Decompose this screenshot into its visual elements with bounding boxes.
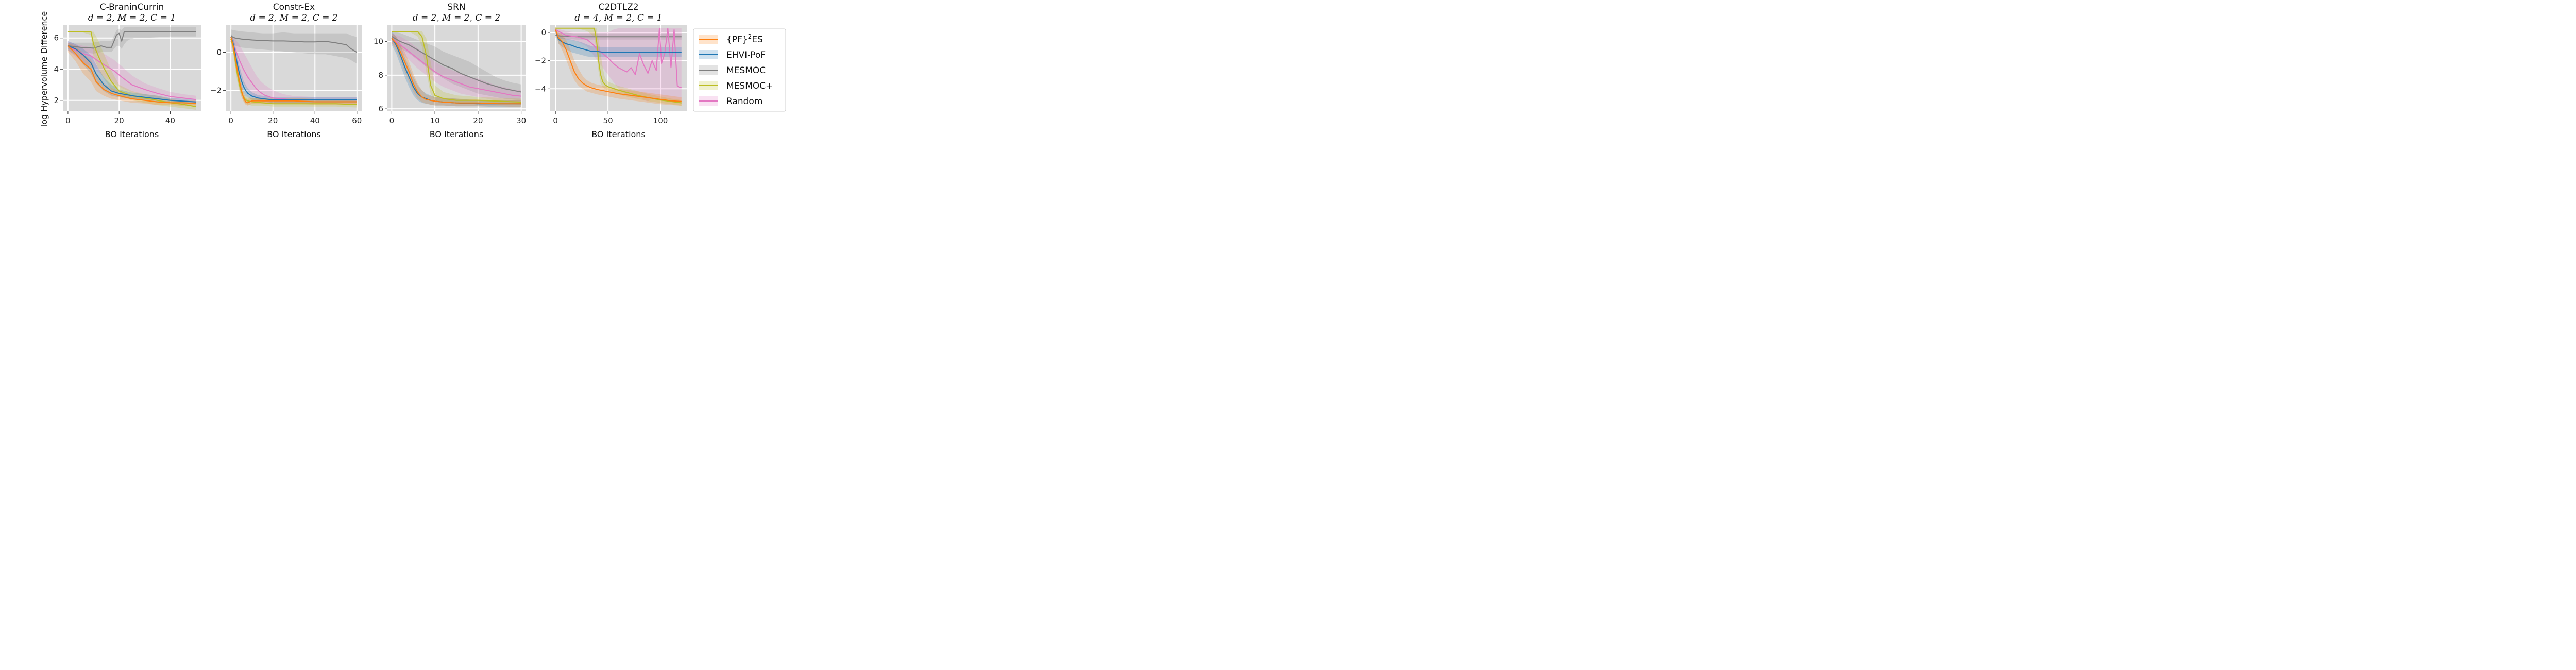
legend: {PF}2ES EHVI-PoF MESMOC MESMOC+ Random (693, 28, 786, 112)
x-tick-label: 20 (473, 116, 483, 125)
legend-label: EHVI-PoF (726, 50, 766, 60)
x-tick-label: 10 (430, 116, 440, 125)
legend-entry-mesmocplus: MESMOC+ (699, 81, 773, 91)
series-group (555, 27, 682, 106)
line-random (555, 27, 682, 88)
chart-title: SRN (447, 2, 465, 12)
x-tick-label: 20 (268, 116, 278, 125)
x-axis-label: BO Iterations (267, 129, 321, 139)
x-tick-label: 40 (165, 116, 175, 125)
line-ehvi (230, 37, 357, 100)
band-random (392, 33, 521, 103)
line-random (67, 45, 196, 100)
y-tick-label: −4 (535, 84, 546, 93)
line-pfes (230, 37, 357, 104)
x-tick-label: 20 (114, 116, 124, 125)
chart-title: C-BraninCurrin (100, 2, 164, 12)
line-mesmocplus (392, 31, 521, 103)
line-mesmocplus (230, 39, 357, 106)
band-mesmoc (392, 31, 521, 100)
legend-label: MESMOC (726, 65, 766, 76)
x-tick-label: 0 (65, 116, 71, 125)
plot-area (387, 25, 526, 111)
legend-label: Random (726, 96, 762, 107)
x-tick-label: 100 (653, 116, 668, 125)
x-tick-label: 0 (389, 116, 395, 125)
band-mesmoc (67, 27, 196, 54)
x-axis-label: BO Iterations (591, 129, 646, 139)
series-group (230, 29, 358, 108)
band-random (231, 35, 357, 104)
plot-area (63, 25, 201, 111)
y-tick-label: −2 (535, 56, 546, 65)
line-ehvi (67, 45, 196, 103)
legend-entry-ehvi: EHVI-PoF (699, 50, 766, 60)
band-ehvi (555, 27, 682, 57)
y-tick-label: 6 (378, 104, 383, 113)
line-pfes (391, 38, 521, 105)
chart-subtitle: d = 2, M = 2, C = 1 (88, 13, 176, 23)
legend-entry-random: Random (699, 96, 762, 107)
band-mesmocplus (67, 31, 196, 110)
chart-subtitle: d = 2, M = 2, C = 2 (413, 13, 501, 23)
y-tick-label: 6 (54, 34, 59, 43)
series-group (391, 31, 521, 107)
band-random (555, 28, 682, 103)
band-random (67, 41, 196, 103)
x-tick-label: 50 (603, 116, 613, 125)
chart-title: Constr-Ex (273, 2, 315, 12)
y-tick-label: 0 (541, 28, 546, 37)
line-mesmoc (67, 31, 196, 49)
line-mesmoc (391, 36, 521, 93)
legend-entry-mesmoc: MESMOC (699, 65, 766, 76)
figure-canvas: log Hypervolume Difference 0 20 40 2 4 6 C-Bra… (39, 2, 786, 139)
series-group (67, 27, 196, 110)
chart-title: C2DTLZ2 (598, 2, 638, 12)
legend-box (693, 28, 786, 112)
chart-panel-2: 0 20 40 60 −2 0 Constr-Exd = 2, M = 2, C = 2 BO… (210, 2, 362, 139)
y-tick-label: 2 (54, 96, 59, 105)
y-tick-label: 4 (54, 64, 59, 74)
y-axis-label: log Hypervolume Difference (39, 11, 49, 127)
legend-entry-pfes: {PF}2ES (699, 33, 763, 45)
y-tick-label: 10 (374, 37, 383, 46)
legend-label: {PF}2ES (726, 33, 763, 45)
band-mesmoc (555, 32, 682, 40)
band-pfes (67, 42, 196, 106)
chart-subtitle: d = 2, M = 2, C = 2 (250, 13, 338, 23)
chart-subtitle: d = 4, M = 2, C = 1 (574, 13, 663, 23)
line-ehvi (555, 29, 682, 53)
band-mesmocplus (392, 31, 521, 105)
x-tick-label: 40 (310, 116, 320, 125)
x-tick-label: 30 (516, 116, 526, 125)
line-pfes (555, 29, 682, 102)
x-tick-label: 0 (228, 116, 233, 125)
x-axis-label: BO Iterations (430, 129, 484, 139)
y-tick-label: −2 (210, 86, 222, 95)
x-tick-label: 0 (553, 116, 558, 125)
x-tick-label: 60 (352, 116, 362, 125)
line-pfes (67, 45, 196, 104)
x-axis-label: BO Iterations (105, 129, 159, 139)
line-random (391, 38, 521, 97)
legend-label: MESMOC+ (726, 81, 773, 91)
band-mesmoc (231, 29, 357, 64)
y-tick-label: 8 (378, 71, 383, 80)
y-tick-label: 0 (216, 48, 222, 57)
line-mesmoc (230, 36, 358, 53)
